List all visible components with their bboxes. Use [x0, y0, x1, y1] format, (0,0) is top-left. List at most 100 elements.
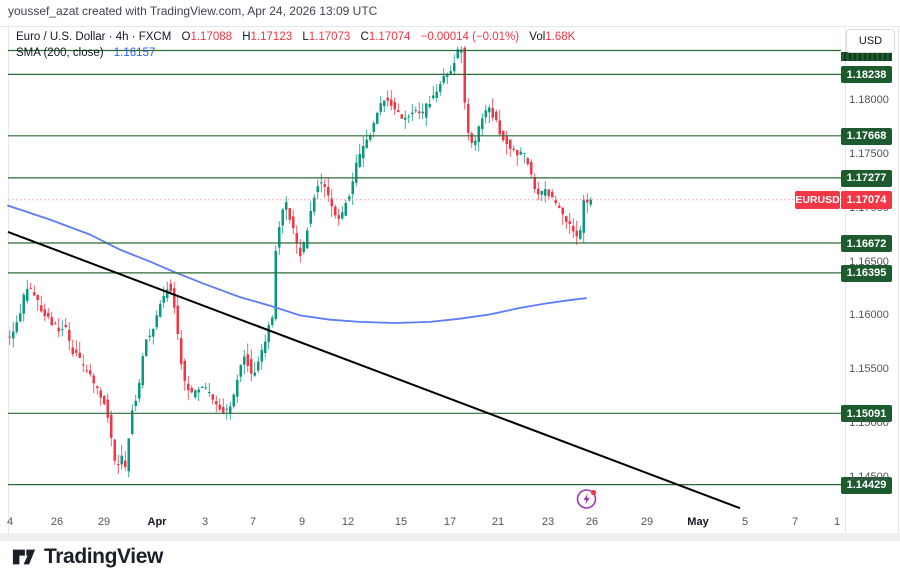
candle-body [369, 135, 372, 140]
candle-body [127, 438, 130, 472]
candle-body [40, 305, 43, 312]
time-axis[interactable]: 4 26 29 Apr 3 7 9 12 15 17 21 23 26 29 May 5 7 1 [0, 507, 900, 533]
candle-body [481, 118, 484, 130]
candle-body [316, 186, 319, 193]
candle-body [96, 386, 99, 388]
chart-right-border [898, 26, 899, 533]
flash-event-icon[interactable] [574, 485, 601, 512]
level-price-badge: 1.14429 [841, 476, 892, 494]
candle-body [82, 364, 85, 366]
candle-body [257, 361, 260, 371]
candle-body [362, 146, 365, 159]
time-tick-label: 26 [585, 516, 599, 528]
candle-body [19, 313, 22, 321]
candle-body [453, 63, 456, 72]
time-tick-label: 26 [50, 516, 64, 528]
chart-widget: Euro / U.S. Dollar · 4h · FXCM O1.17088 … [0, 26, 900, 542]
candle-body [190, 388, 193, 393]
candle-body [463, 47, 466, 103]
candle-body [271, 317, 274, 325]
time-tick-label: 9 [298, 516, 306, 528]
candle-body [358, 154, 361, 167]
candle-body [439, 84, 442, 92]
candle-body [330, 198, 333, 207]
candle-body [162, 296, 165, 303]
price-tick-label: 1.17500 [849, 147, 889, 160]
price-tick-label: 1.16000 [849, 309, 889, 322]
time-tick-label: 3 [201, 516, 209, 528]
time-tick-label: 21 [491, 516, 505, 528]
candle-body [145, 339, 148, 356]
tradingview-logo[interactable]: TradingView [12, 545, 163, 569]
candle-body [414, 110, 417, 112]
candle-body [222, 407, 225, 414]
currency-toggle-button[interactable]: USD [846, 29, 895, 53]
candle-body [299, 247, 302, 256]
candle-body [383, 100, 386, 107]
time-tick-label: 1 [833, 516, 841, 528]
candle-body [54, 323, 57, 325]
candle-body [218, 404, 221, 410]
time-tick-label: 29 [640, 516, 654, 528]
candle-body [491, 108, 494, 118]
candle-body [404, 117, 407, 120]
candle-body [169, 283, 172, 292]
candle-body [432, 95, 435, 99]
candle-body [372, 122, 375, 132]
price-tick-label: 1.16500 [849, 255, 889, 268]
candle-body [166, 289, 169, 299]
candle-body [386, 97, 389, 101]
candle-body [495, 111, 498, 120]
current-price-value: 1.17074 [841, 190, 892, 209]
candle-body [15, 322, 18, 332]
candle-body [71, 347, 74, 354]
candle-body [505, 136, 508, 145]
candle-body [12, 331, 15, 339]
tradingview-logo-mark [12, 549, 36, 565]
ohlc-open: O1.17088 [181, 31, 233, 43]
candle-body [43, 309, 46, 317]
candle-body [208, 392, 211, 394]
sma-legend-row: SMA (200, close) 1.16157 [16, 46, 575, 61]
current-symbol-label: EURUSD [795, 190, 840, 209]
candle-body [92, 375, 95, 384]
level-price-badge: 1.16672 [841, 235, 892, 253]
price-chart-canvas[interactable] [0, 26, 900, 542]
candle-body [64, 325, 67, 327]
price-axis[interactable]: 1.18238 1.17668 1.17277 1.16672 1.16395 1.150… [841, 26, 900, 533]
time-tick-label: 7 [249, 516, 257, 528]
candle-body [516, 150, 519, 156]
candle-body [411, 112, 414, 114]
candle-body [488, 107, 491, 113]
candle-body [348, 196, 351, 201]
candle-body [397, 110, 400, 112]
time-tick-label: Apr [147, 516, 167, 528]
candle-body [561, 207, 564, 215]
candle-body [194, 390, 197, 398]
candle-body [449, 71, 452, 74]
candle-body [456, 49, 459, 59]
candle-body [540, 191, 543, 195]
candle-body [99, 390, 102, 398]
candle-body [22, 294, 25, 314]
candle-body [36, 294, 39, 300]
candle-body [558, 205, 561, 208]
candle-body [470, 133, 473, 144]
candle-body [243, 356, 246, 365]
candle-body [474, 140, 477, 146]
price-tick-label: 1.15000 [849, 417, 889, 430]
candle-body [512, 148, 515, 150]
clipped-level-badge [841, 52, 892, 61]
candle-body [75, 349, 78, 353]
candle-body [50, 317, 53, 326]
candle-body [523, 152, 526, 154]
candle-body [586, 199, 589, 203]
candle-body [26, 288, 29, 302]
candle-body [313, 197, 316, 212]
lightning-circle-icon [576, 489, 597, 509]
sma-200-line [7, 204, 587, 324]
candle-body [589, 199, 592, 205]
sma-label: SMA (200, close) [16, 47, 104, 59]
symbol-legend-row: Euro / U.S. Dollar · 4h · FXCM O1.17088 … [16, 30, 575, 45]
candle-body [544, 189, 547, 196]
